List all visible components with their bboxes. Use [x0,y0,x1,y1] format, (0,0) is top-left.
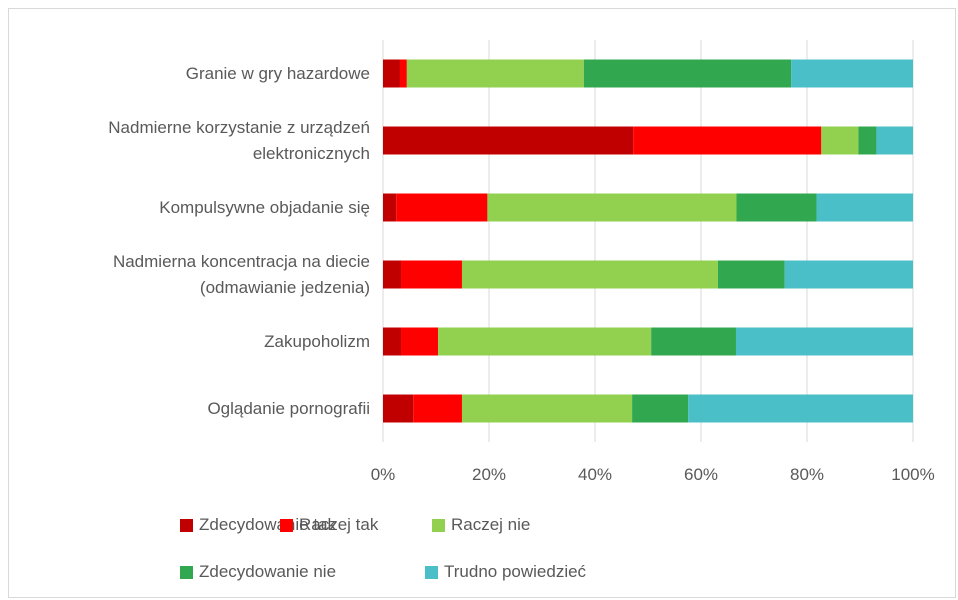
bar-segment [858,126,877,155]
y-tick-label: Nadmierna koncentracja na diecie (odmawi… [112,251,370,297]
legend-label: Raczej nie [451,515,531,534]
bar-segment [461,394,633,423]
y-tick-label: Nadmierne korzystanie z urządzeń elektro… [108,117,370,163]
bar-segment [487,193,737,222]
bar-segment [383,260,402,289]
legend-label: Trudno powiedzieć [444,562,587,581]
bar-segment [876,126,913,155]
bar-segment [396,193,488,222]
bar-segment [651,327,736,356]
bar-segment [383,327,402,356]
legend-item: Zdecydowanie tak [180,515,336,535]
bar-segment [736,193,817,222]
x-tick-label: 40% [577,465,613,484]
legend-item: Raczej nie [432,515,530,535]
bar-segment [406,59,584,88]
bar-segment [383,59,400,88]
x-tick-label: 100% [891,465,935,484]
bar-segment [688,394,913,423]
legend-swatch [180,518,193,532]
legend-item: Zdecydowanie nie [180,562,336,582]
bar-segment [784,260,913,289]
bar-segment [633,126,822,155]
legend-swatch [280,518,293,532]
x-tick-label: 60% [683,465,719,484]
x-tick-label: 20% [471,465,507,484]
legend-swatch [180,565,193,579]
bar-segment [438,327,652,356]
bar-segment [791,59,913,88]
legend-item: Raczej tak [280,515,378,535]
legend-item: Trudno powiedzieć [425,562,586,582]
bar-segment [735,327,913,356]
legend-label: Zdecydowanie tak [199,515,337,534]
bar-segment [401,260,462,289]
bar-segment [413,394,462,423]
bar-segment [383,394,414,423]
legend-label: Zdecydowanie nie [199,562,337,581]
bar-segment [816,193,913,222]
chart-border [8,8,956,598]
y-tick-label: Granie w gry hazardowe [185,63,370,83]
x-tick-label: 80% [789,465,825,484]
bar-segment [583,59,792,88]
legend-swatch [425,565,438,579]
legend-swatch [432,518,445,532]
y-tick-label: Oglądanie pornografii [207,398,370,418]
bar-segment [717,260,785,289]
bar-segment [383,193,397,222]
y-tick-label: Zakupoholizm [264,331,370,351]
x-tick-label: 0% [370,465,396,484]
bar-segment [632,394,689,423]
bar-segment [401,327,439,356]
bar-segment [399,59,407,88]
y-tick-label: Kompulsywne objadanie się [159,197,370,217]
legend-label: Raczej tak [299,515,379,534]
bar-segment [383,126,634,155]
bar-segment [461,260,718,289]
bar-segment [821,126,859,155]
